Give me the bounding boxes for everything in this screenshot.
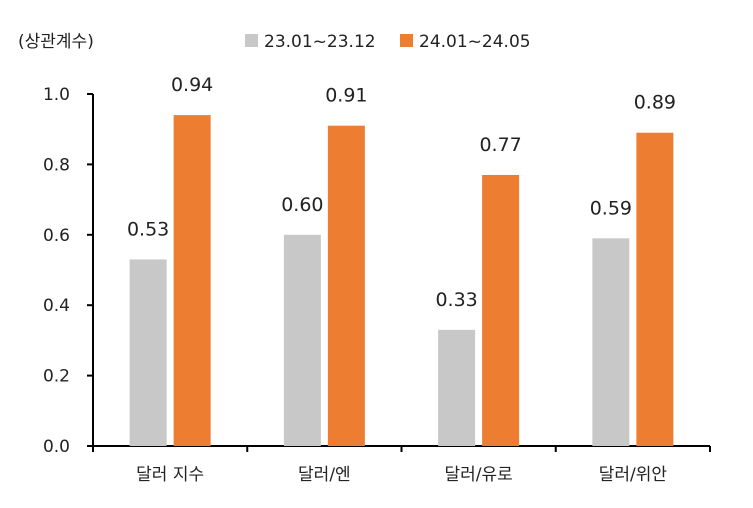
bar-series-1-2 xyxy=(283,234,321,446)
legend-swatch-series-2 xyxy=(400,34,413,47)
y-tick-label: 0.0 xyxy=(43,437,70,457)
y-tick-label: 0.2 xyxy=(43,367,70,387)
value-label-series-1-1: 0.53 xyxy=(127,218,169,240)
legend-label-series-2: 24.01~24.05 xyxy=(419,32,531,52)
unit-label: (상관계수) xyxy=(18,32,94,52)
bar-series-1-3 xyxy=(438,329,476,446)
legend: 23.01~23.12 24.01~24.05 xyxy=(245,32,531,52)
value-label-series-2-1: 0.94 xyxy=(171,74,213,96)
bar-series-1-4 xyxy=(592,238,630,446)
bar-series-2-4 xyxy=(636,132,674,446)
value-label-series-1-3: 0.33 xyxy=(435,289,477,311)
y-tick-label: 0.8 xyxy=(43,155,70,175)
y-tick-label: 1.0 xyxy=(43,85,70,105)
y-tick-label: 0.4 xyxy=(43,296,70,316)
category-label: 달러/위안 xyxy=(599,465,668,485)
category-label: 달러/엔 xyxy=(298,465,351,485)
bar-series-2-1 xyxy=(173,115,211,447)
plot-area: 0.0 0.2 0.4 0.6 0.8 1.0 0.53 0.94 달러 지수 0.60 0.91 달… xyxy=(43,74,711,485)
bar-series-2-2 xyxy=(327,125,365,447)
value-label-series-1-4: 0.59 xyxy=(590,197,632,219)
bar-series-2-3 xyxy=(482,174,520,446)
legend-label-series-1: 23.01~23.12 xyxy=(264,32,376,52)
legend-swatch-series-1 xyxy=(245,34,258,47)
value-label-series-2-3: 0.77 xyxy=(479,134,521,156)
value-label-series-2-4: 0.89 xyxy=(634,92,676,114)
value-label-series-2-2: 0.91 xyxy=(325,85,367,107)
value-label-series-1-2: 0.60 xyxy=(281,194,323,216)
bar-series-1-1 xyxy=(129,259,167,446)
category-label: 달러/유로 xyxy=(444,465,512,485)
y-tick-label: 0.6 xyxy=(43,226,70,246)
category-label: 달러 지수 xyxy=(136,465,204,485)
